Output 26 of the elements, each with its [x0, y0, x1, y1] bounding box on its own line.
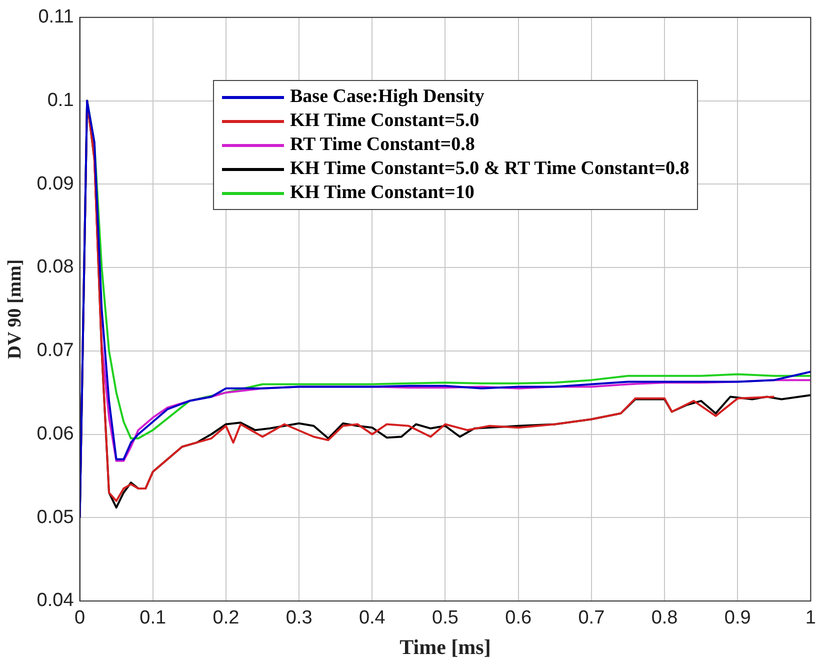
x-tick-label: 0.3 [286, 608, 312, 629]
y-axis-title: DV 90 [mm] [4, 259, 26, 360]
x-tick-label: 0.1 [140, 608, 166, 629]
x-tick-label: 0.7 [578, 608, 605, 629]
x-tick-label: 0.6 [505, 608, 532, 629]
x-tick-label: 0.5 [432, 608, 458, 629]
y-tick-label: 0.08 [36, 256, 74, 278]
x-tick-label: 0 [74, 608, 86, 629]
y-tick-label: 0.11 [38, 6, 74, 28]
legend-label: KH Time Constant=5.0 [290, 109, 480, 133]
x-tick-label: 1 [805, 608, 816, 629]
legend-label: KH Time Constant=5.0 & RT Time Constant=0.8 [290, 157, 690, 181]
x-tick-label: 0.2 [212, 608, 240, 629]
legend-label: Base Case:High Density [290, 85, 484, 109]
x-tick-label: 0.9 [724, 608, 751, 629]
x-tick-label: 0.4 [358, 608, 386, 629]
legend-label: KH Time Constant=10 [290, 181, 474, 205]
x-tick-label: 0.8 [651, 608, 678, 629]
y-tick-label: 0.04 [36, 590, 74, 612]
y-tick-label: 0.1 [47, 90, 74, 112]
legend-label: RT Time Constant=0.8 [290, 133, 475, 157]
x-axis-title: Time [ms] [400, 634, 491, 659]
y-tick-label: 0.06 [36, 423, 74, 444]
y-tick-label: 0.07 [36, 340, 74, 362]
y-tick-label: 0.09 [36, 173, 74, 194]
y-tick-label: 0.05 [36, 506, 74, 528]
